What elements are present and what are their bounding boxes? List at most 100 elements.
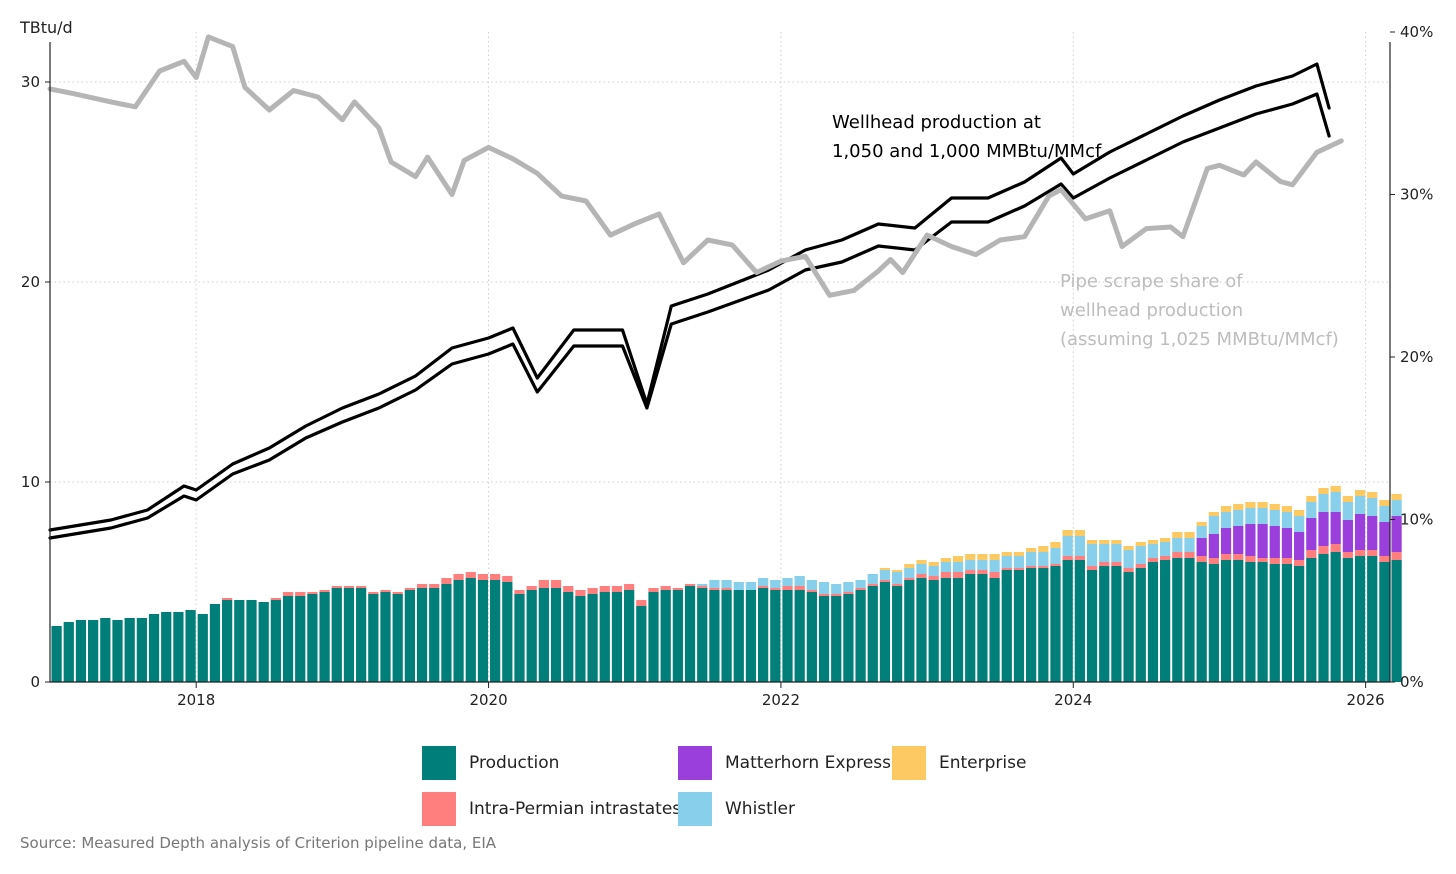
bar-intra-permian-intrastates	[416, 584, 428, 588]
bar-production	[599, 592, 610, 682]
bar-production	[1013, 570, 1025, 682]
bar-enterprise	[1306, 496, 1317, 502]
bar-whistler	[1306, 502, 1317, 518]
y-left-tick-label: 10	[21, 473, 40, 491]
bar-production	[209, 604, 221, 682]
bar-intra-permian-intrastates	[636, 600, 647, 606]
bar-enterprise	[1367, 492, 1378, 498]
bar-intra-permian-intrastates	[940, 572, 951, 578]
bar-matterhorn-express	[1245, 524, 1256, 556]
bar-enterprise	[1245, 502, 1256, 508]
bar-production	[855, 590, 866, 682]
bar-enterprise	[892, 570, 903, 572]
y-left-unit-label: TBtu/d	[19, 18, 73, 37]
bar-whistler	[1379, 506, 1390, 522]
bar-intra-permian-intrastates	[916, 574, 927, 578]
bar-intra-permian-intrastates	[1099, 562, 1110, 566]
legend-item-intra-permian-intrastates: Intra-Permian intrastates	[422, 792, 681, 826]
bar-production	[977, 574, 988, 682]
bar-matterhorn-express	[1208, 534, 1219, 558]
bar-intra-permian-intrastates	[1001, 568, 1012, 570]
bar-whistler	[952, 562, 964, 572]
bar-intra-permian-intrastates	[563, 586, 574, 592]
legend: Production Matterhorn Express Enterprise…	[422, 742, 1062, 832]
bar-production	[1184, 558, 1195, 682]
bar-production	[368, 594, 379, 682]
bar-intra-permian-intrastates	[818, 594, 830, 596]
bar-production	[124, 618, 135, 682]
bar-production	[234, 600, 245, 682]
bar-whistler	[1026, 552, 1037, 566]
bar-enterprise	[1026, 548, 1037, 552]
bar-production	[1294, 566, 1305, 682]
bar-intra-permian-intrastates	[1038, 566, 1049, 568]
bar-whistler	[1342, 502, 1353, 520]
bar-intra-permian-intrastates	[1208, 558, 1219, 564]
bar-whistler	[745, 582, 757, 590]
bar-intra-permian-intrastates	[526, 586, 537, 590]
bar-intra-permian-intrastates	[404, 588, 415, 590]
bar-intra-permian-intrastates	[490, 574, 501, 580]
bar-intra-permian-intrastates	[672, 588, 683, 590]
y-right-tick-label: 20%	[1400, 348, 1433, 366]
y-left-tick-label: 0	[30, 673, 40, 691]
bar-intra-permian-intrastates	[831, 594, 842, 596]
bar-intra-permian-intrastates	[1050, 564, 1061, 566]
bar-intra-permian-intrastates	[794, 586, 805, 590]
bar-intra-permian-intrastates	[1330, 544, 1341, 552]
line-pipe-scrape-share-of-wellhead-production	[47, 34, 1344, 298]
bar-intra-permian-intrastates	[502, 576, 513, 582]
bar-production	[1367, 556, 1378, 682]
bar-whistler	[1172, 538, 1183, 552]
bar-intra-permian-intrastates	[648, 588, 659, 592]
bar-whistler	[867, 574, 878, 584]
bar-production	[1001, 570, 1012, 682]
legend-item-matterhorn-express: Matterhorn Express	[678, 746, 891, 780]
bar-intra-permian-intrastates	[1074, 556, 1085, 560]
legend-item-production: Production	[422, 746, 559, 780]
bar-intra-permian-intrastates	[1135, 564, 1146, 568]
bar-whistler	[1367, 498, 1378, 516]
bar-intra-permian-intrastates	[429, 584, 440, 588]
bar-production	[295, 596, 306, 682]
bar-production	[563, 592, 574, 682]
bar-intra-permian-intrastates	[1184, 552, 1195, 558]
bar-intra-permian-intrastates	[538, 580, 549, 588]
legend-label-intra-permian-intrastates: Intra-Permian intrastates	[469, 799, 682, 819]
bar-production	[794, 590, 805, 682]
bar-whistler	[989, 560, 1000, 572]
legend-item-whistler: Whistler	[678, 792, 795, 826]
bar-intra-permian-intrastates	[465, 572, 476, 578]
bar-production	[1038, 568, 1049, 682]
bar-production	[770, 590, 781, 682]
bar-intra-permian-intrastates	[1367, 550, 1378, 556]
bar-matterhorn-express	[1318, 512, 1329, 546]
bar-production	[1306, 558, 1317, 682]
bar-enterprise	[1257, 502, 1268, 508]
bar-production	[636, 606, 647, 682]
bar-production	[904, 580, 915, 682]
bar-production	[1391, 560, 1402, 682]
bar-whistler	[1245, 508, 1256, 524]
bar-intra-permian-intrastates	[514, 590, 525, 594]
bar-intra-permian-intrastates	[477, 574, 489, 580]
bar-enterprise	[1111, 540, 1122, 544]
bar-production	[1050, 566, 1061, 682]
bar-intra-permian-intrastates	[1013, 568, 1025, 570]
bar-enterprise	[952, 556, 964, 562]
bar-production	[550, 588, 562, 682]
bar-intra-permian-intrastates	[1245, 556, 1256, 562]
bar-intra-permian-intrastates	[392, 592, 403, 594]
bar-production	[1099, 566, 1110, 682]
bar-intra-permian-intrastates	[295, 592, 306, 596]
bar-matterhorn-express	[1196, 538, 1207, 556]
bar-intra-permian-intrastates	[709, 588, 720, 590]
bar-production	[1257, 562, 1268, 682]
bar-production	[782, 590, 793, 682]
bar-production	[258, 602, 269, 682]
bar-intra-permian-intrastates	[1147, 558, 1159, 562]
bar-enterprise	[1196, 522, 1207, 526]
bar-production	[1379, 562, 1390, 682]
bar-intra-permian-intrastates	[270, 598, 281, 600]
bar-intra-permian-intrastates	[1026, 566, 1037, 568]
